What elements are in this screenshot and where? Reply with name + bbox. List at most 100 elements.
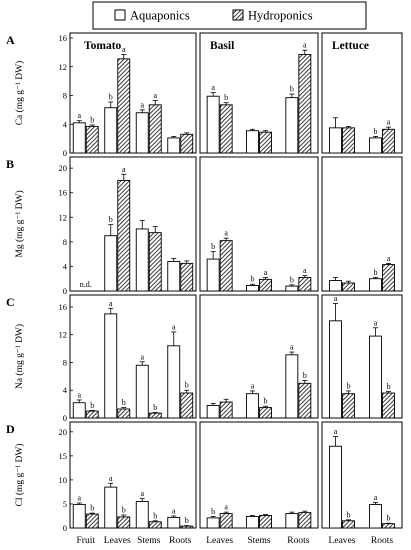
row-label: B [6, 157, 14, 171]
bar-hydroponics-fruit [85, 410, 99, 419]
legend-label-hydroponics: Hydroponics [248, 9, 313, 23]
bar-aquaponics-roots [167, 516, 181, 529]
x-tick-label-leaves: Leaves [329, 536, 356, 546]
panel-frame [199, 32, 319, 154]
panel-d-lettuce: a b Leaves a b Roots [321, 421, 403, 546]
bar-aquaponics-leaves [104, 313, 118, 419]
x-tick-label-fruit: Fruit [77, 536, 96, 546]
bar-hydroponics-roots [298, 277, 312, 292]
legend-box [92, 1, 367, 30]
bar-hydroponics-roots [180, 262, 194, 292]
row-label: D [6, 422, 15, 436]
panel-b-tomato: b a n.d. [69, 156, 197, 292]
bar-aquaponics-roots [285, 97, 299, 154]
y-tick-label: 12 [59, 330, 68, 340]
panel-frame [69, 421, 197, 529]
bar-hydroponics-leaves [342, 127, 355, 154]
significance-letter: a [387, 118, 391, 127]
bar-aquaponics-roots [369, 503, 382, 529]
significance-letter: b [224, 93, 228, 102]
significance-letter: b [290, 275, 294, 284]
significance-letter: b [109, 92, 113, 101]
panel-frame [321, 156, 403, 292]
panel-title-lettuce: Lettuce [332, 40, 369, 52]
significance-letter: b [290, 85, 294, 94]
bar-aquaponics-roots [285, 354, 299, 419]
significance-letter: b [90, 504, 94, 513]
significance-letter: a [264, 268, 268, 277]
bar-aquaponics-leaves [206, 95, 220, 154]
significance-letter: a [224, 229, 228, 238]
significance-letter: a [77, 390, 81, 399]
significance-letter: a [172, 506, 176, 515]
significance-letter: b [251, 275, 255, 284]
bar-aquaponics-leaves [104, 107, 118, 154]
y-tick-label: 0 [63, 286, 67, 296]
y-tick-label: 10 [59, 475, 68, 485]
y-axis-label: Ca (mg g⁻¹ DW) [14, 61, 25, 126]
significance-letter: a [140, 100, 144, 109]
bar-aquaponics-roots [167, 261, 181, 292]
bar-aquaponics-roots [167, 345, 181, 419]
bar-hydroponics-leaves [342, 393, 355, 419]
bar-aquaponics-leaves [104, 486, 118, 529]
bar-hydroponics-leaves [342, 520, 355, 529]
legend: Aquaponics Hydroponics [92, 1, 367, 30]
chart-row-d: DCl (mg g⁻¹ DW)05101520abFruitabLeavesab… [6, 421, 403, 546]
row-label: A [6, 33, 15, 47]
bar-hydroponics-roots [382, 523, 395, 529]
bar-hydroponics-stems [148, 412, 162, 419]
bar-hydroponics-stems [148, 521, 162, 529]
y-axis-label: Cl (mg g⁻¹ DW) [14, 443, 25, 506]
significance-letter: b [347, 381, 351, 390]
significance-letter: a [387, 254, 391, 263]
bar-aquaponics-leaves [329, 280, 342, 292]
panel-b-lettuce: ba [321, 156, 403, 292]
legend-swatch-aquaponics [114, 9, 126, 21]
significance-letter: b [374, 268, 378, 277]
y-tick-label: 15 [59, 451, 68, 461]
significance-letter: b [211, 507, 215, 516]
y-tick-label: 16 [59, 302, 68, 312]
bar-hydroponics-leaves [117, 179, 131, 292]
x-tick-label-roots: Roots [287, 536, 309, 546]
panel-frame [321, 32, 403, 154]
significance-letter: a [140, 489, 144, 498]
panel-frame [321, 421, 403, 529]
significance-letter: a [109, 299, 113, 308]
significance-letter: b [153, 511, 157, 520]
significance-letter: a [334, 427, 338, 436]
bar-aquaponics-leaves [329, 127, 342, 154]
panel-frame [199, 421, 319, 529]
significance-letter: b [122, 398, 126, 407]
bar-aquaponics-fruit [72, 122, 86, 154]
chart-rows: Tomato Basil Lettuce A Ca (mg g⁻¹ DW) 0 4 8 12 16… [6, 32, 403, 546]
bar-hydroponics-leaves [219, 104, 233, 154]
significance-letter: a [109, 474, 113, 483]
significance-letter: b [387, 514, 391, 523]
bar-aquaponics-roots [369, 278, 382, 292]
bar-aquaponics-stems [246, 130, 259, 154]
bar-hydroponics-roots [298, 54, 312, 154]
significance-letter: a [211, 83, 215, 92]
significance-letter: a [374, 493, 378, 502]
bar-aquaponics-stems [135, 364, 149, 419]
bar-hydroponics-roots [180, 525, 194, 529]
bar-hydroponics-stems [148, 232, 162, 292]
y-tick-label: 16 [59, 33, 68, 43]
y-axis-label: Na (mg g⁻¹ DW) [14, 324, 25, 389]
bar-aquaponics-roots [285, 285, 299, 292]
panel-frame [199, 156, 319, 292]
bar-aquaponics-leaves [104, 235, 118, 292]
bar-hydroponics-stems [259, 407, 272, 419]
bar-aquaponics-leaves [206, 517, 220, 529]
significance-letter: b [185, 381, 189, 390]
